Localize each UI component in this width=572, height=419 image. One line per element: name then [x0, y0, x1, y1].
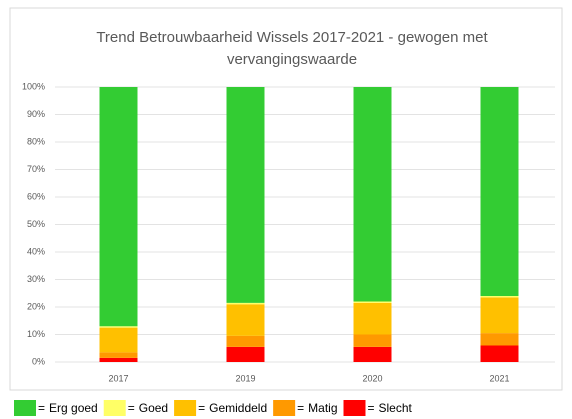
legend-prefix: = — [128, 401, 135, 415]
bar-segment — [99, 326, 138, 328]
chart-title: Trend Betrouwbaarheid Wissels 2017-2021 … — [96, 29, 488, 46]
legend-prefix: = — [297, 401, 304, 415]
legend-label: Matig — [308, 401, 337, 415]
legend-prefix: = — [368, 401, 375, 415]
bar-segment — [99, 357, 138, 362]
y-tick-label: 0% — [32, 356, 45, 366]
y-tick-label: 20% — [27, 301, 45, 311]
bar-segment — [226, 304, 265, 336]
bar-segment — [99, 327, 138, 353]
y-tick-label: 30% — [27, 274, 45, 284]
bar-segment — [353, 334, 392, 347]
bar-segment — [353, 302, 392, 335]
legend-swatch — [273, 400, 296, 416]
y-tick-label: 40% — [27, 246, 45, 256]
bar-segment — [226, 335, 265, 347]
bar-segment — [353, 301, 392, 303]
legend-swatch — [174, 400, 197, 416]
bar-segment — [99, 87, 138, 327]
legend-swatch — [14, 400, 36, 416]
bar-segment — [353, 87, 392, 302]
x-tick-label: 2017 — [108, 373, 128, 383]
bar-segment — [353, 346, 392, 362]
x-tick-label: 2019 — [235, 373, 255, 383]
legend-swatch — [103, 400, 126, 416]
y-tick-label: 90% — [27, 109, 45, 119]
legend-swatch — [343, 400, 366, 416]
bar-segment — [480, 345, 519, 362]
bar-segment — [226, 87, 265, 303]
bar-segment — [99, 352, 138, 358]
y-tick-label: 100% — [22, 81, 45, 91]
bar-segment — [480, 296, 519, 298]
legend-label: Gemiddeld — [209, 401, 267, 415]
bar-segment — [226, 302, 265, 305]
bar-segment — [480, 87, 519, 296]
x-tick-label: 2020 — [362, 373, 382, 383]
y-tick-label: 10% — [27, 329, 45, 339]
chart-title: vervangingswaarde — [227, 51, 357, 68]
x-tick-label: 2021 — [489, 373, 509, 383]
y-tick-label: 50% — [27, 219, 45, 229]
legend-prefix: = — [38, 401, 45, 415]
y-tick-label: 60% — [27, 191, 45, 201]
legend-label: Goed — [139, 401, 168, 415]
legend-label: Slecht — [379, 401, 413, 415]
legend-prefix: = — [198, 401, 205, 415]
y-tick-label: 80% — [27, 136, 45, 146]
y-tick-label: 70% — [27, 164, 45, 174]
bar-segment — [480, 297, 519, 334]
legend-label: Erg goed — [49, 401, 98, 415]
bar-segment — [480, 333, 519, 346]
bar-segment — [226, 346, 265, 362]
